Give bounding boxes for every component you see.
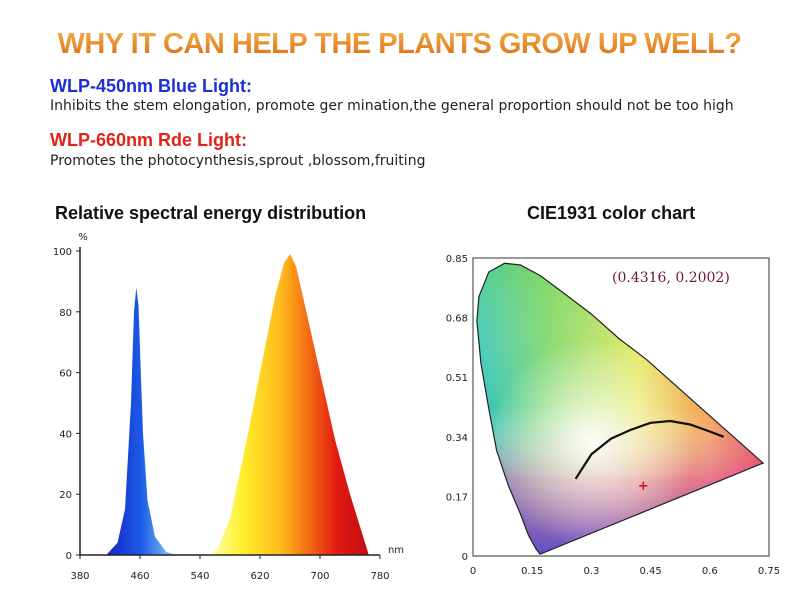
spectral-y-tick-label: 60: [59, 369, 72, 380]
cie-y-tick-label: 0.34: [446, 433, 468, 444]
spectral-x-tick-label: 620: [250, 571, 269, 582]
cie-x-tick-label: 0.3: [583, 566, 599, 577]
page-title: WHY IT CAN HELP THE PLANTS GROW UP WELL?: [57, 28, 742, 60]
cie-y-tick-label: 0.17: [446, 492, 468, 503]
spectral-y-tick-label: 20: [59, 490, 72, 501]
cie-y-tick-label: 0.51: [446, 373, 468, 384]
spectral-x-tick-label: 460: [130, 571, 149, 582]
red-light-description: Promotes the photocynthesis,sprout ,blos…: [50, 153, 426, 169]
spectral-y-unit: %: [78, 232, 88, 243]
spectral-y-tick-label: 100: [53, 247, 72, 258]
spectrum-series-red: [211, 254, 369, 555]
spectral-y-tick-label: 40: [59, 429, 72, 440]
cie-x-tick-label: 0.75: [758, 566, 780, 577]
cie-y-tick-label: 0.85: [446, 254, 468, 265]
cie-point-label: (0.4316, 0.2002): [612, 270, 730, 286]
cie-y-tick-label: 0.68: [446, 314, 468, 325]
blue-light-description: Inhibits the stem elongation, promote ge…: [50, 98, 734, 114]
cie-x-tick-label: 0.15: [521, 566, 543, 577]
cie-chart-title: CIE1931 color chart: [527, 203, 696, 223]
spectral-y-tick-label: 80: [59, 308, 72, 319]
red-light-heading: WLP-660nm Rde Light:: [50, 130, 247, 150]
cie-point-marker: [639, 481, 648, 490]
cie-spectral-locus: [476, 262, 765, 555]
spectral-chart-title: Relative spectral energy distribution: [55, 203, 367, 223]
blue-light-heading: WLP-450nm Blue Light:: [50, 76, 252, 96]
cie-x-tick-label: 0.6: [702, 566, 718, 577]
spectrum-series-blue: [106, 287, 178, 555]
spectral-x-tick-label: 540: [190, 571, 209, 582]
spectral-x-tick-label: 700: [310, 571, 329, 582]
spectral-x-unit: nm: [388, 545, 404, 556]
cie-x-tick-label: 0.45: [639, 566, 661, 577]
cie-x-tick-label: 0: [470, 566, 476, 577]
cie-blackbody-curve: [574, 419, 724, 480]
spectral-y-tick-label: 0: [66, 551, 72, 562]
cie-y-tick-label: 0: [462, 552, 468, 563]
spectral-x-tick-label: 780: [370, 571, 389, 582]
spectral-x-tick-label: 380: [70, 571, 89, 582]
